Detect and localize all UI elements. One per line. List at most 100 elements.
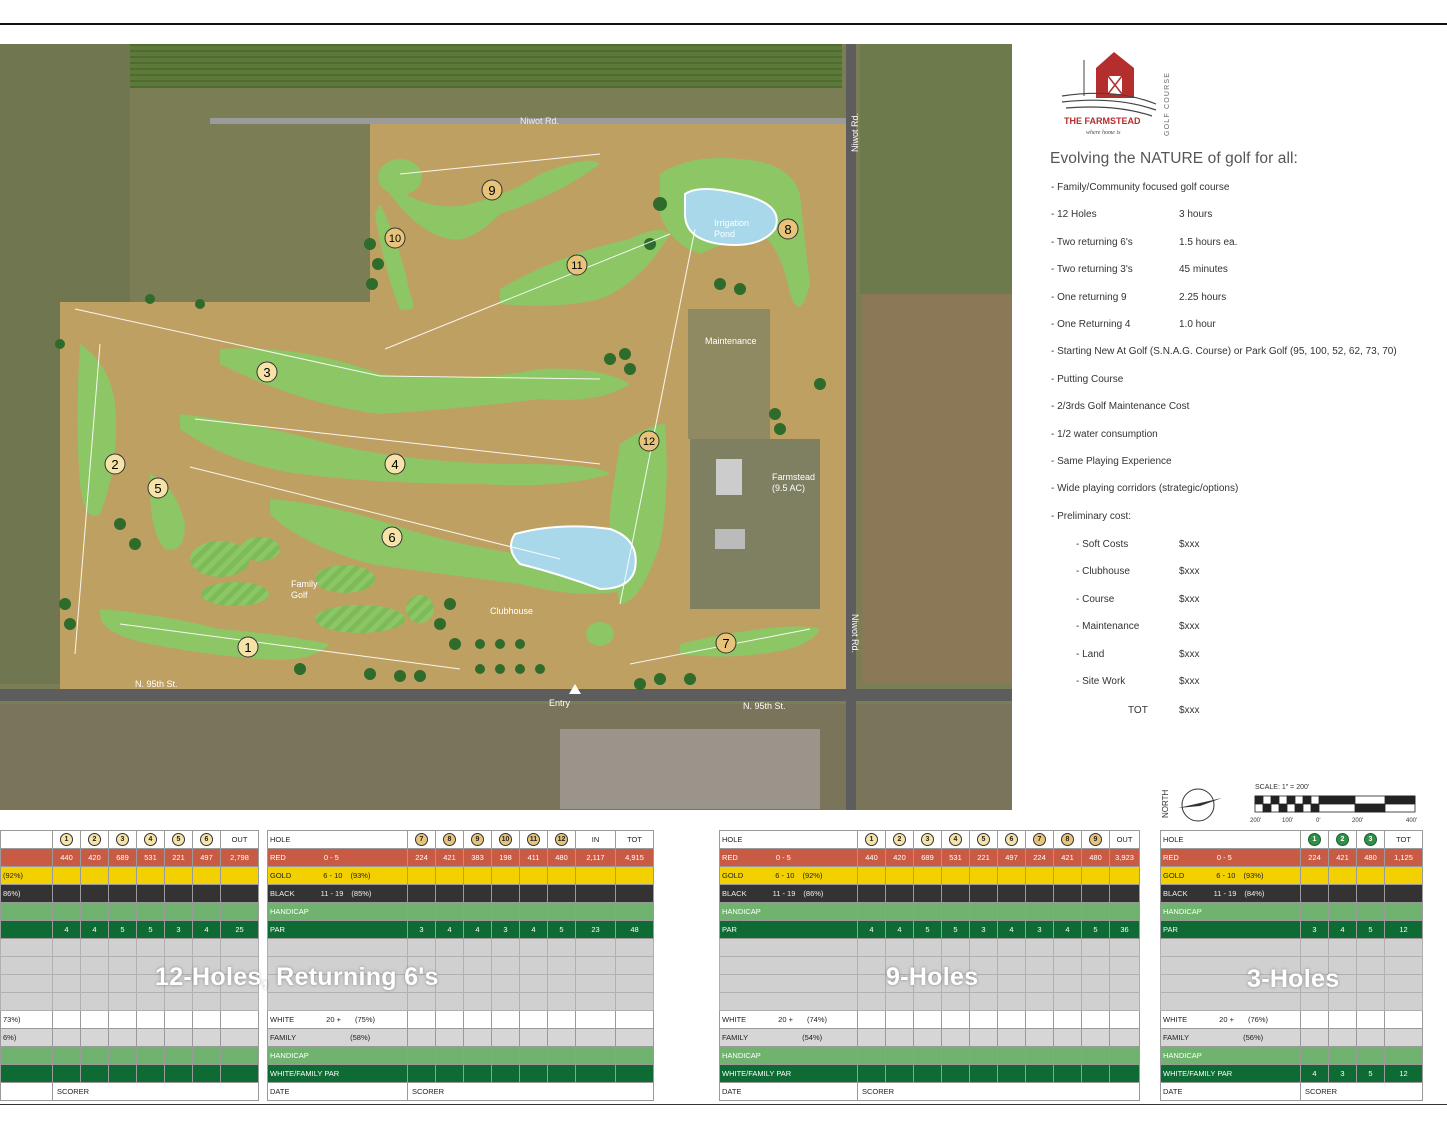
par-value: 5 <box>547 920 576 939</box>
feature-item: - Two returning 3's 45 minutes <box>1051 264 1228 275</box>
red-yardage: 480 <box>1081 848 1110 867</box>
par-value: 5 <box>136 920 165 939</box>
hole-marker-text-8: 8 <box>784 222 791 237</box>
white-range: 20 + <box>1219 1015 1234 1024</box>
in-header: IN <box>575 830 616 849</box>
feature-item: - Two returning 6's 1.5 hours ea. <box>1051 237 1237 248</box>
crop-field-north <box>130 44 842 88</box>
south-buildings <box>560 729 820 809</box>
par-value: 5 <box>1081 920 1110 939</box>
hole-badge: 3 <box>116 833 129 846</box>
family-label: FAMILY <box>1163 1033 1190 1042</box>
par-label: PAR <box>1160 920 1301 939</box>
white-label: WHITE <box>1163 1015 1188 1024</box>
par-value: 5 <box>1356 920 1385 939</box>
label-entry: Entry <box>549 698 571 708</box>
hole-badge: 9 <box>471 833 484 846</box>
hole-marker-3: 3 <box>256 361 278 383</box>
tagline: Evolving the NATURE of golf for all: <box>1050 150 1298 167</box>
handicap-label: HANDICAP <box>267 902 408 921</box>
white-label: WHITE <box>270 1015 295 1024</box>
hole-badge: 2 <box>893 833 906 846</box>
feature-item: - Putting Course <box>1051 374 1123 385</box>
par-value: 5 <box>941 920 970 939</box>
gold-range: 6 - 10 <box>1216 871 1236 880</box>
par-value: 3 <box>1300 920 1329 939</box>
feature-item-value: 45 minutes <box>1179 264 1228 276</box>
red-label: RED <box>270 853 286 862</box>
map-labels: Niwot Rd. Niwot Rd. Niwot Rd. N. 95th St… <box>135 113 860 711</box>
hole-markers: 1 2 3 4 5 6 7 8 9 10 11 12 <box>104 179 799 658</box>
label-n95th-left: N. 95th St. <box>135 679 178 689</box>
scale-tick-0: 200' <box>1250 818 1261 824</box>
hole-badge: 4 <box>949 833 962 846</box>
red-yardage: 420 <box>80 848 109 867</box>
black-label: BLACK <box>270 889 295 898</box>
red-yardage: 497 <box>192 848 221 867</box>
red-total: 2,798 <box>220 848 259 867</box>
top-rule <box>0 23 1447 25</box>
cost-item: - Course $xxx <box>1076 593 1200 605</box>
red-yardage: 224 <box>1300 848 1329 867</box>
family-label: FAMILY <box>722 1033 749 1042</box>
hole-marker-text-12: 12 <box>643 436 655 448</box>
card-title-12: 12-Holes, Returning 6's <box>155 963 439 991</box>
scorer-label: SCORER <box>857 1082 1140 1101</box>
family-pct: (56%) <box>1243 1033 1264 1042</box>
hole-badge: 1 <box>60 833 73 846</box>
scale-tick-3: 200' <box>1352 818 1363 824</box>
cost-item-label: - Clubhouse <box>1076 566 1130 578</box>
feature-item: - 12 Holes 3 hours <box>1051 209 1212 220</box>
par-value: 3 <box>164 920 193 939</box>
scorer-label: SCORER <box>1300 1082 1423 1101</box>
black-range: 11 - 19 <box>320 889 344 898</box>
par-value: 5 <box>913 920 942 939</box>
par-total: 48 <box>615 920 654 939</box>
label-farmstead: Farmstead (9.5 AC) <box>772 472 815 493</box>
hole-badge: 3 <box>921 833 934 846</box>
hole-badge: 12 <box>555 833 568 846</box>
scorer-label: SCORER <box>407 1082 654 1101</box>
feature-item: - Wide playing corridors (strategic/opti… <box>1051 483 1238 494</box>
black-pct: (84%) <box>1244 889 1265 898</box>
out-header: OUT <box>1109 830 1140 849</box>
cost-item: - Maintenance $xxx <box>1076 621 1200 632</box>
cost-total: TOT $xxx <box>1128 705 1200 716</box>
label-clubhouse: Clubhouse <box>490 606 533 616</box>
scorecard-9: HOLE 1 2 3 4 5 6 7 8 9 OUT RED 0 - 5 440 420 689 531 221… <box>719 830 1140 1101</box>
north-arrow: NORTH <box>1161 788 1222 822</box>
gold-label: GOLD <box>722 871 744 880</box>
hole-marker-6: 6 <box>381 526 403 548</box>
feature-item: - 1/2 water consumption <box>1051 429 1158 440</box>
hole-badge: 2 <box>88 833 101 846</box>
hole-marker-11: 11 <box>566 254 588 276</box>
par-value: 4 <box>857 920 886 939</box>
label-niwot-rd-side-top: Niwot Rd. <box>850 113 860 152</box>
hole-badge: 1 <box>1308 833 1321 846</box>
black-pct: (86%) <box>803 889 824 898</box>
hole-marker-text-1: 1 <box>244 640 251 655</box>
red-range: 0 - 5 <box>1216 853 1232 862</box>
hole-marker-5: 5 <box>147 477 169 499</box>
cost-item-label: - Course <box>1076 593 1115 605</box>
hole-marker-4: 4 <box>384 453 406 475</box>
red-yardage: 440 <box>857 848 886 867</box>
gold-pct: (93%) <box>1243 871 1264 880</box>
label-niwot-rd-top: Niwot Rd. <box>520 116 559 126</box>
handicap2-label: HANDICAP <box>1160 1046 1301 1065</box>
scorecard-12-back: HOLE 7 8 9 10 11 12 IN TOT RED 0 - 5 224 421 383 198 4… <box>267 830 654 1101</box>
hole-marker-text-2: 2 <box>111 457 118 472</box>
hole-marker-12: 12 <box>638 430 660 452</box>
feature-item-value: 2.25 hours <box>1179 291 1227 303</box>
par-value: 4 <box>80 920 109 939</box>
family-pct: 6%) <box>0 1028 53 1047</box>
hole-badge: 5 <box>172 833 185 846</box>
south-development <box>0 704 1012 810</box>
logo-name: THE FARMSTEAD <box>1064 116 1141 126</box>
par-value: 5 <box>108 920 137 939</box>
white-pct: (76%) <box>1247 1015 1268 1024</box>
par-label: PAR <box>267 920 408 939</box>
red-yardage: 497 <box>997 848 1026 867</box>
red-total: 3,923 <box>1109 848 1140 867</box>
north-label: NORTH <box>1161 789 1170 818</box>
